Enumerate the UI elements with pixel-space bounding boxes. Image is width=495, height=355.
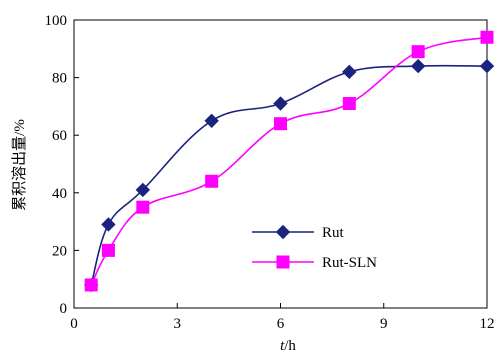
series-line — [90, 64, 488, 286]
series-rut-sln — [84, 30, 494, 292]
ticks-layer: 0 3 6 9 12 0 20 40 60 80 100 — [45, 13, 495, 332]
y-tick-label: 0 — [60, 301, 68, 317]
x-axis-label-variable: t — [280, 338, 285, 354]
data-point — [135, 182, 151, 198]
data-point — [274, 117, 287, 131]
x-tick-label: 12 — [480, 316, 495, 332]
series-rut — [84, 58, 495, 293]
legend-label: Rut — [322, 225, 345, 241]
data-point — [84, 278, 98, 292]
legend-label: Rut-SLN — [322, 255, 377, 271]
y-tick-label: 80 — [52, 71, 67, 87]
y-tick-label: 20 — [52, 243, 67, 259]
x-tick-label: 9 — [380, 316, 388, 332]
y-tick-label: 60 — [52, 128, 67, 144]
y-axis-label: 累积溶出量/% — [11, 119, 28, 211]
x-tick-label: 0 — [70, 316, 78, 332]
data-point — [480, 30, 494, 44]
legend-entry: Rut-SLN — [252, 255, 377, 271]
y-tick-label: 100 — [45, 13, 68, 29]
data-point — [101, 243, 115, 257]
x-axis-label-unit: /h — [284, 338, 296, 354]
data-point — [273, 96, 288, 111]
series-layer — [84, 30, 495, 293]
x-tick-label: 6 — [277, 316, 285, 332]
x-axis-label: t/h — [280, 338, 296, 354]
data-point — [204, 113, 219, 129]
legend-marker — [275, 224, 291, 240]
data-point — [342, 64, 357, 80]
legend-entry: Rut — [252, 224, 345, 241]
legend: Rut Rut-SLN — [252, 224, 377, 271]
data-point — [205, 174, 219, 188]
x-tick-label: 3 — [174, 316, 182, 332]
legend-marker — [276, 255, 290, 269]
data-point — [479, 58, 495, 74]
data-point — [410, 58, 426, 74]
series-line — [90, 36, 488, 286]
data-point — [101, 217, 116, 232]
data-point — [136, 200, 150, 214]
data-point — [411, 45, 425, 59]
y-tick-label: 40 — [52, 186, 67, 202]
data-point — [342, 97, 356, 111]
